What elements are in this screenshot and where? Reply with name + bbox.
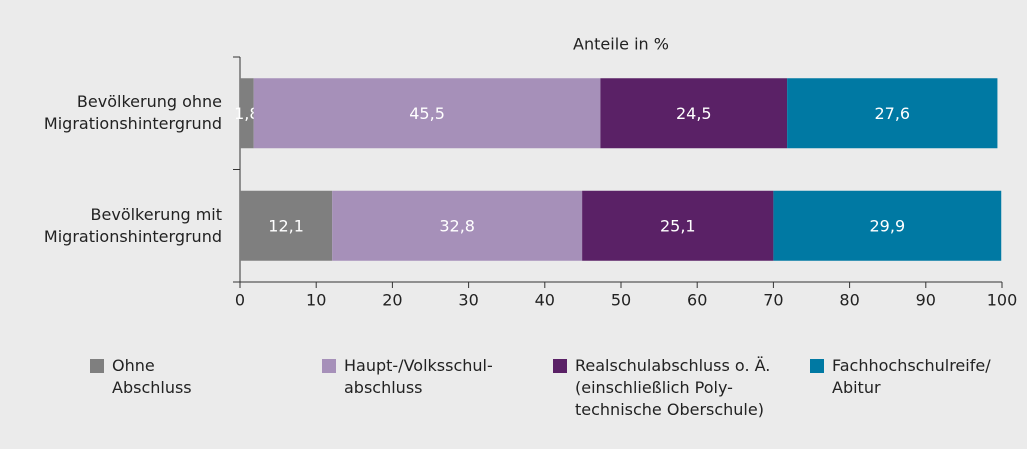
- bar-segment: [600, 78, 788, 149]
- bar-segment: [787, 78, 998, 149]
- category-label: Bevölkerung mit Migrationshintergrund: [43, 204, 222, 246]
- x-tick-label: 100: [987, 291, 1018, 310]
- category-label: Bevölkerung ohne Migrationshintergrund: [43, 92, 222, 134]
- legend-label: Ohne Abschluss: [112, 356, 192, 397]
- x-tick-label: 60: [687, 291, 707, 310]
- legend-label: Fachhochschulreife/ Abitur: [832, 356, 991, 397]
- data-label: 29,9: [870, 216, 906, 235]
- bar-segment: [253, 78, 601, 149]
- legend-swatch: [90, 359, 104, 373]
- x-tick-label: 80: [839, 291, 859, 310]
- data-label: 32,8: [439, 216, 475, 235]
- data-label: 1,8: [234, 104, 259, 123]
- x-tick-label: 50: [611, 291, 631, 310]
- x-tick-label: 10: [306, 291, 326, 310]
- data-label: 27,6: [874, 104, 910, 123]
- data-label: 24,5: [676, 104, 712, 123]
- chart-title: Anteile in %: [573, 35, 669, 54]
- data-label: 25,1: [660, 216, 696, 235]
- legend-label: Realschulabschluss o. Ä. (einschließlich…: [575, 356, 771, 419]
- legend-label: Haupt-/Volksschul- abschluss: [344, 356, 493, 397]
- x-tick-label: 90: [916, 291, 936, 310]
- x-tick-label: 70: [763, 291, 783, 310]
- bar-segment: [582, 190, 774, 261]
- bar-segment: [332, 190, 583, 261]
- bar-segment: [240, 78, 254, 149]
- bar-segment: [240, 190, 333, 261]
- x-tick-label: 40: [535, 291, 555, 310]
- legend-swatch: [553, 359, 567, 373]
- x-tick-label: 30: [458, 291, 478, 310]
- data-label: 45,5: [409, 104, 445, 123]
- x-tick-label: 0: [235, 291, 245, 310]
- legend-swatch: [322, 359, 336, 373]
- legend-swatch: [810, 359, 824, 373]
- x-tick-label: 20: [382, 291, 402, 310]
- bar-segment: [773, 190, 1002, 261]
- data-label: 12,1: [268, 216, 304, 235]
